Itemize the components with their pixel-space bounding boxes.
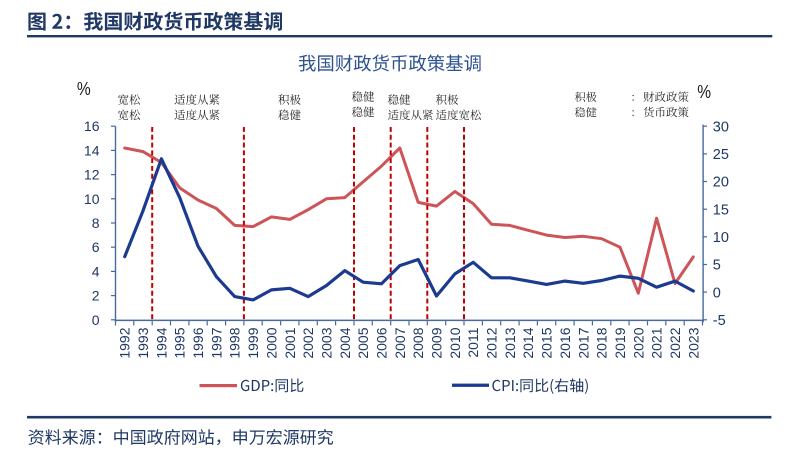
svg-text:2014: 2014 [520, 327, 536, 358]
svg-text:1992: 1992 [117, 327, 133, 358]
svg-text:2000: 2000 [263, 327, 279, 358]
svg-text:4: 4 [92, 263, 100, 279]
svg-text:2004: 2004 [337, 327, 353, 358]
svg-text:2019: 2019 [612, 327, 628, 358]
svg-text:30: 30 [713, 119, 729, 135]
svg-text:5: 5 [713, 258, 721, 274]
svg-text:1999: 1999 [245, 327, 261, 358]
svg-text:2015: 2015 [539, 327, 555, 358]
svg-text:2010: 2010 [447, 327, 463, 358]
svg-text:12: 12 [84, 167, 100, 183]
svg-text:8: 8 [92, 215, 100, 231]
svg-text:2009: 2009 [429, 327, 445, 358]
svg-text:2012: 2012 [484, 327, 500, 358]
svg-text:2008: 2008 [410, 327, 426, 358]
svg-text:14: 14 [84, 142, 100, 158]
svg-text:2017: 2017 [575, 327, 591, 358]
svg-text:2013: 2013 [502, 327, 518, 358]
svg-text:10: 10 [84, 191, 100, 207]
svg-text:2007: 2007 [392, 327, 408, 358]
svg-text:0: 0 [92, 312, 100, 328]
svg-text:10: 10 [713, 230, 729, 246]
svg-text:1996: 1996 [190, 327, 206, 358]
svg-text:1998: 1998 [227, 327, 243, 358]
svg-text:2022: 2022 [667, 327, 683, 358]
svg-text:1995: 1995 [172, 327, 188, 358]
svg-text:2016: 2016 [557, 327, 573, 358]
svg-text:2020: 2020 [630, 327, 646, 358]
svg-text:0: 0 [713, 285, 721, 301]
svg-text:2018: 2018 [594, 327, 610, 358]
svg-text:25: 25 [713, 147, 729, 163]
svg-text:1994: 1994 [153, 327, 169, 358]
svg-text:-5: -5 [713, 313, 726, 329]
svg-text:1993: 1993 [135, 327, 151, 358]
svg-text:2005: 2005 [355, 327, 371, 358]
svg-text:%: % [77, 79, 91, 100]
svg-text:2023: 2023 [685, 327, 701, 358]
svg-text:2001: 2001 [282, 327, 298, 358]
svg-text:2021: 2021 [649, 327, 665, 358]
svg-text:2002: 2002 [300, 327, 316, 358]
svg-text:15: 15 [713, 202, 729, 218]
svg-text:%: % [697, 82, 711, 103]
svg-text:20: 20 [713, 175, 729, 191]
svg-text:2006: 2006 [374, 327, 390, 358]
svg-text:6: 6 [92, 239, 100, 255]
svg-text:2003: 2003 [319, 327, 335, 358]
svg-text:1997: 1997 [208, 327, 224, 358]
svg-text:2011: 2011 [465, 327, 481, 357]
svg-text:2: 2 [92, 288, 100, 304]
svg-text:16: 16 [84, 118, 100, 134]
